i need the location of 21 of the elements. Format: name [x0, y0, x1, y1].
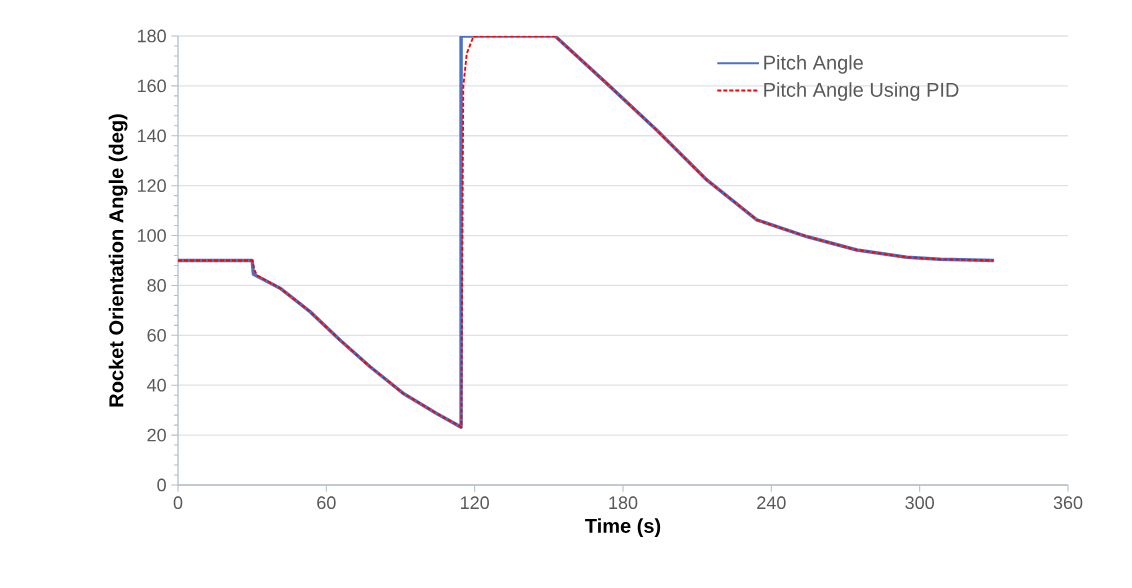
legend-label: Pitch Angle	[764, 55, 863, 74]
x-tick-label: 0	[173, 496, 183, 510]
y-tick-label: 20	[147, 428, 166, 442]
y-tick-label: 60	[147, 328, 166, 342]
legend-label: Pitch Angle Using PID	[764, 82, 959, 101]
y-tick-label: 0	[157, 478, 166, 492]
x-tick-label: 120	[461, 496, 489, 510]
y-tick-label: 80	[147, 279, 166, 292]
y-tick-label: 180	[137, 29, 166, 43]
y-axis-title: Rocket Orientation Angle (deg)	[108, 114, 128, 407]
y-tick-label: 140	[137, 129, 166, 143]
x-tick-label: 60	[317, 496, 336, 510]
y-tick-label: 40	[147, 378, 166, 392]
x-axis-title: Time (s)	[585, 518, 661, 537]
x-tick-label: 360	[1053, 496, 1083, 510]
y-tick-label: 100	[137, 229, 166, 242]
x-tick-label: 300	[905, 496, 934, 510]
y-tick-label: 160	[137, 79, 166, 93]
x-tick-label: 240	[757, 496, 786, 510]
x-tick-label: 180	[609, 496, 638, 510]
y-tick-label: 120	[137, 179, 166, 193]
